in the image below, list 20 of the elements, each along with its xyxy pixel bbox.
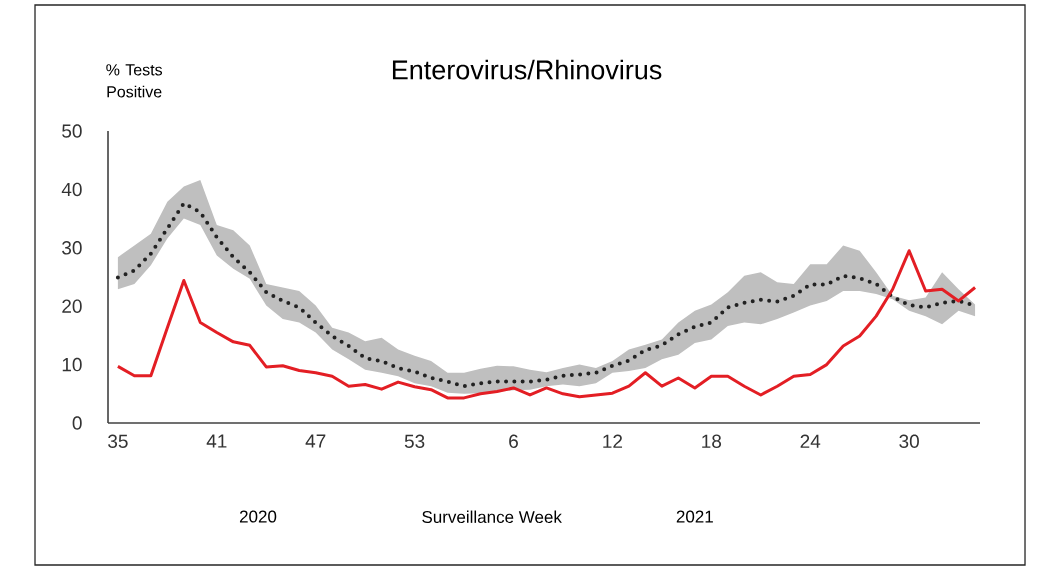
x-tick-label: 6 [509, 434, 518, 448]
x-tick-label: 35 [108, 434, 128, 448]
y-tick-label: 0 [72, 416, 82, 430]
x-tick-label: 53 [404, 434, 425, 448]
y-tick-label: 50 [62, 124, 82, 138]
y-tick-label: 10 [62, 357, 82, 372]
x-tick-label: 12 [603, 434, 623, 448]
x-tick-label: 24 [800, 434, 821, 448]
y-tick-label: 30 [62, 241, 82, 255]
x-tick-label: 18 [702, 434, 722, 448]
text: 2021 [676, 510, 713, 523]
x-tick-label: 30 [899, 434, 919, 448]
y-axis-title: % Tests Positive [106, 64, 163, 98]
y-tick-label: 40 [61, 182, 82, 197]
y-tick-label: 20 [62, 299, 82, 313]
x-axis-title: Surveillance Week [422, 510, 562, 524]
x-tick-label: 47 [305, 434, 326, 448]
text: 2020 [239, 510, 277, 523]
x-tick-label: 41 [206, 434, 227, 448]
chart-title: Enterovirus/Rhinovirus [392, 59, 662, 80]
